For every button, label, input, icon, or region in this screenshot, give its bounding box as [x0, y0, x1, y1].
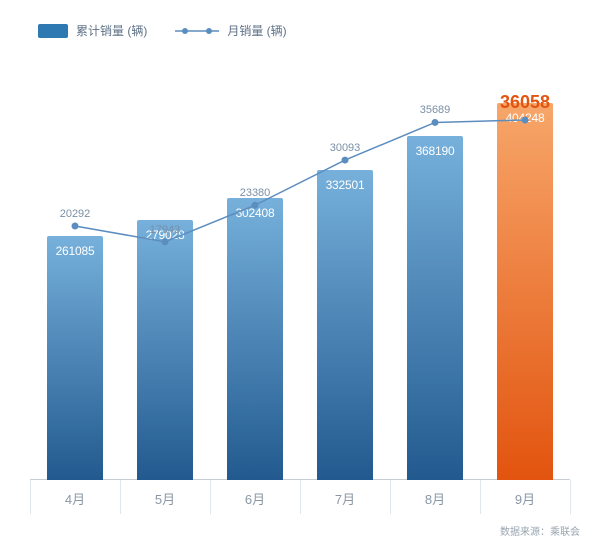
line-marker — [522, 116, 529, 123]
line-marker — [162, 238, 169, 245]
data-source-note: 数据来源：乘联会 — [500, 523, 580, 538]
line-value-label: 23380 — [240, 187, 271, 199]
legend-bar-swatch — [38, 24, 68, 38]
legend-item-bar: 累计销量 (辆) — [38, 22, 147, 39]
line-value-label: 36058 — [500, 92, 550, 113]
x-axis-label: 9月 — [515, 489, 535, 508]
line-series — [30, 60, 570, 480]
x-axis-label: 8月 — [425, 489, 445, 508]
line-marker — [432, 119, 439, 126]
x-axis-separator — [390, 480, 391, 514]
line-marker — [252, 202, 259, 209]
line-value-label: 20292 — [60, 208, 91, 220]
x-axis-separator — [300, 480, 301, 514]
legend-line-label: 月销量 (辆) — [227, 22, 286, 39]
line-value-label: 17943 — [150, 224, 181, 236]
sales-chart: 累计销量 (辆) 月销量 (辆) 2610854月2790285月3024086… — [0, 0, 600, 546]
line-marker — [72, 223, 79, 230]
line-marker — [342, 157, 349, 164]
legend-bar-label: 累计销量 (辆) — [76, 22, 147, 39]
plot-area: 2610854月2790285月3024086月3325017月3681908月… — [30, 60, 570, 480]
x-axis-separator — [570, 480, 571, 514]
x-axis-label: 4月 — [65, 489, 85, 508]
legend-line-swatch — [175, 24, 219, 38]
legend-item-line: 月销量 (辆) — [175, 22, 286, 39]
x-axis-label: 5月 — [155, 489, 175, 508]
x-axis-separator — [480, 480, 481, 514]
line-value-label: 35689 — [420, 104, 451, 116]
x-axis-label: 7月 — [335, 489, 355, 508]
legend: 累计销量 (辆) 月销量 (辆) — [38, 22, 287, 39]
x-axis-separator — [120, 480, 121, 514]
line-value-label: 30093 — [330, 142, 361, 154]
x-axis-separator — [210, 480, 211, 514]
x-axis-separator — [30, 480, 31, 514]
x-axis-label: 6月 — [245, 489, 265, 508]
